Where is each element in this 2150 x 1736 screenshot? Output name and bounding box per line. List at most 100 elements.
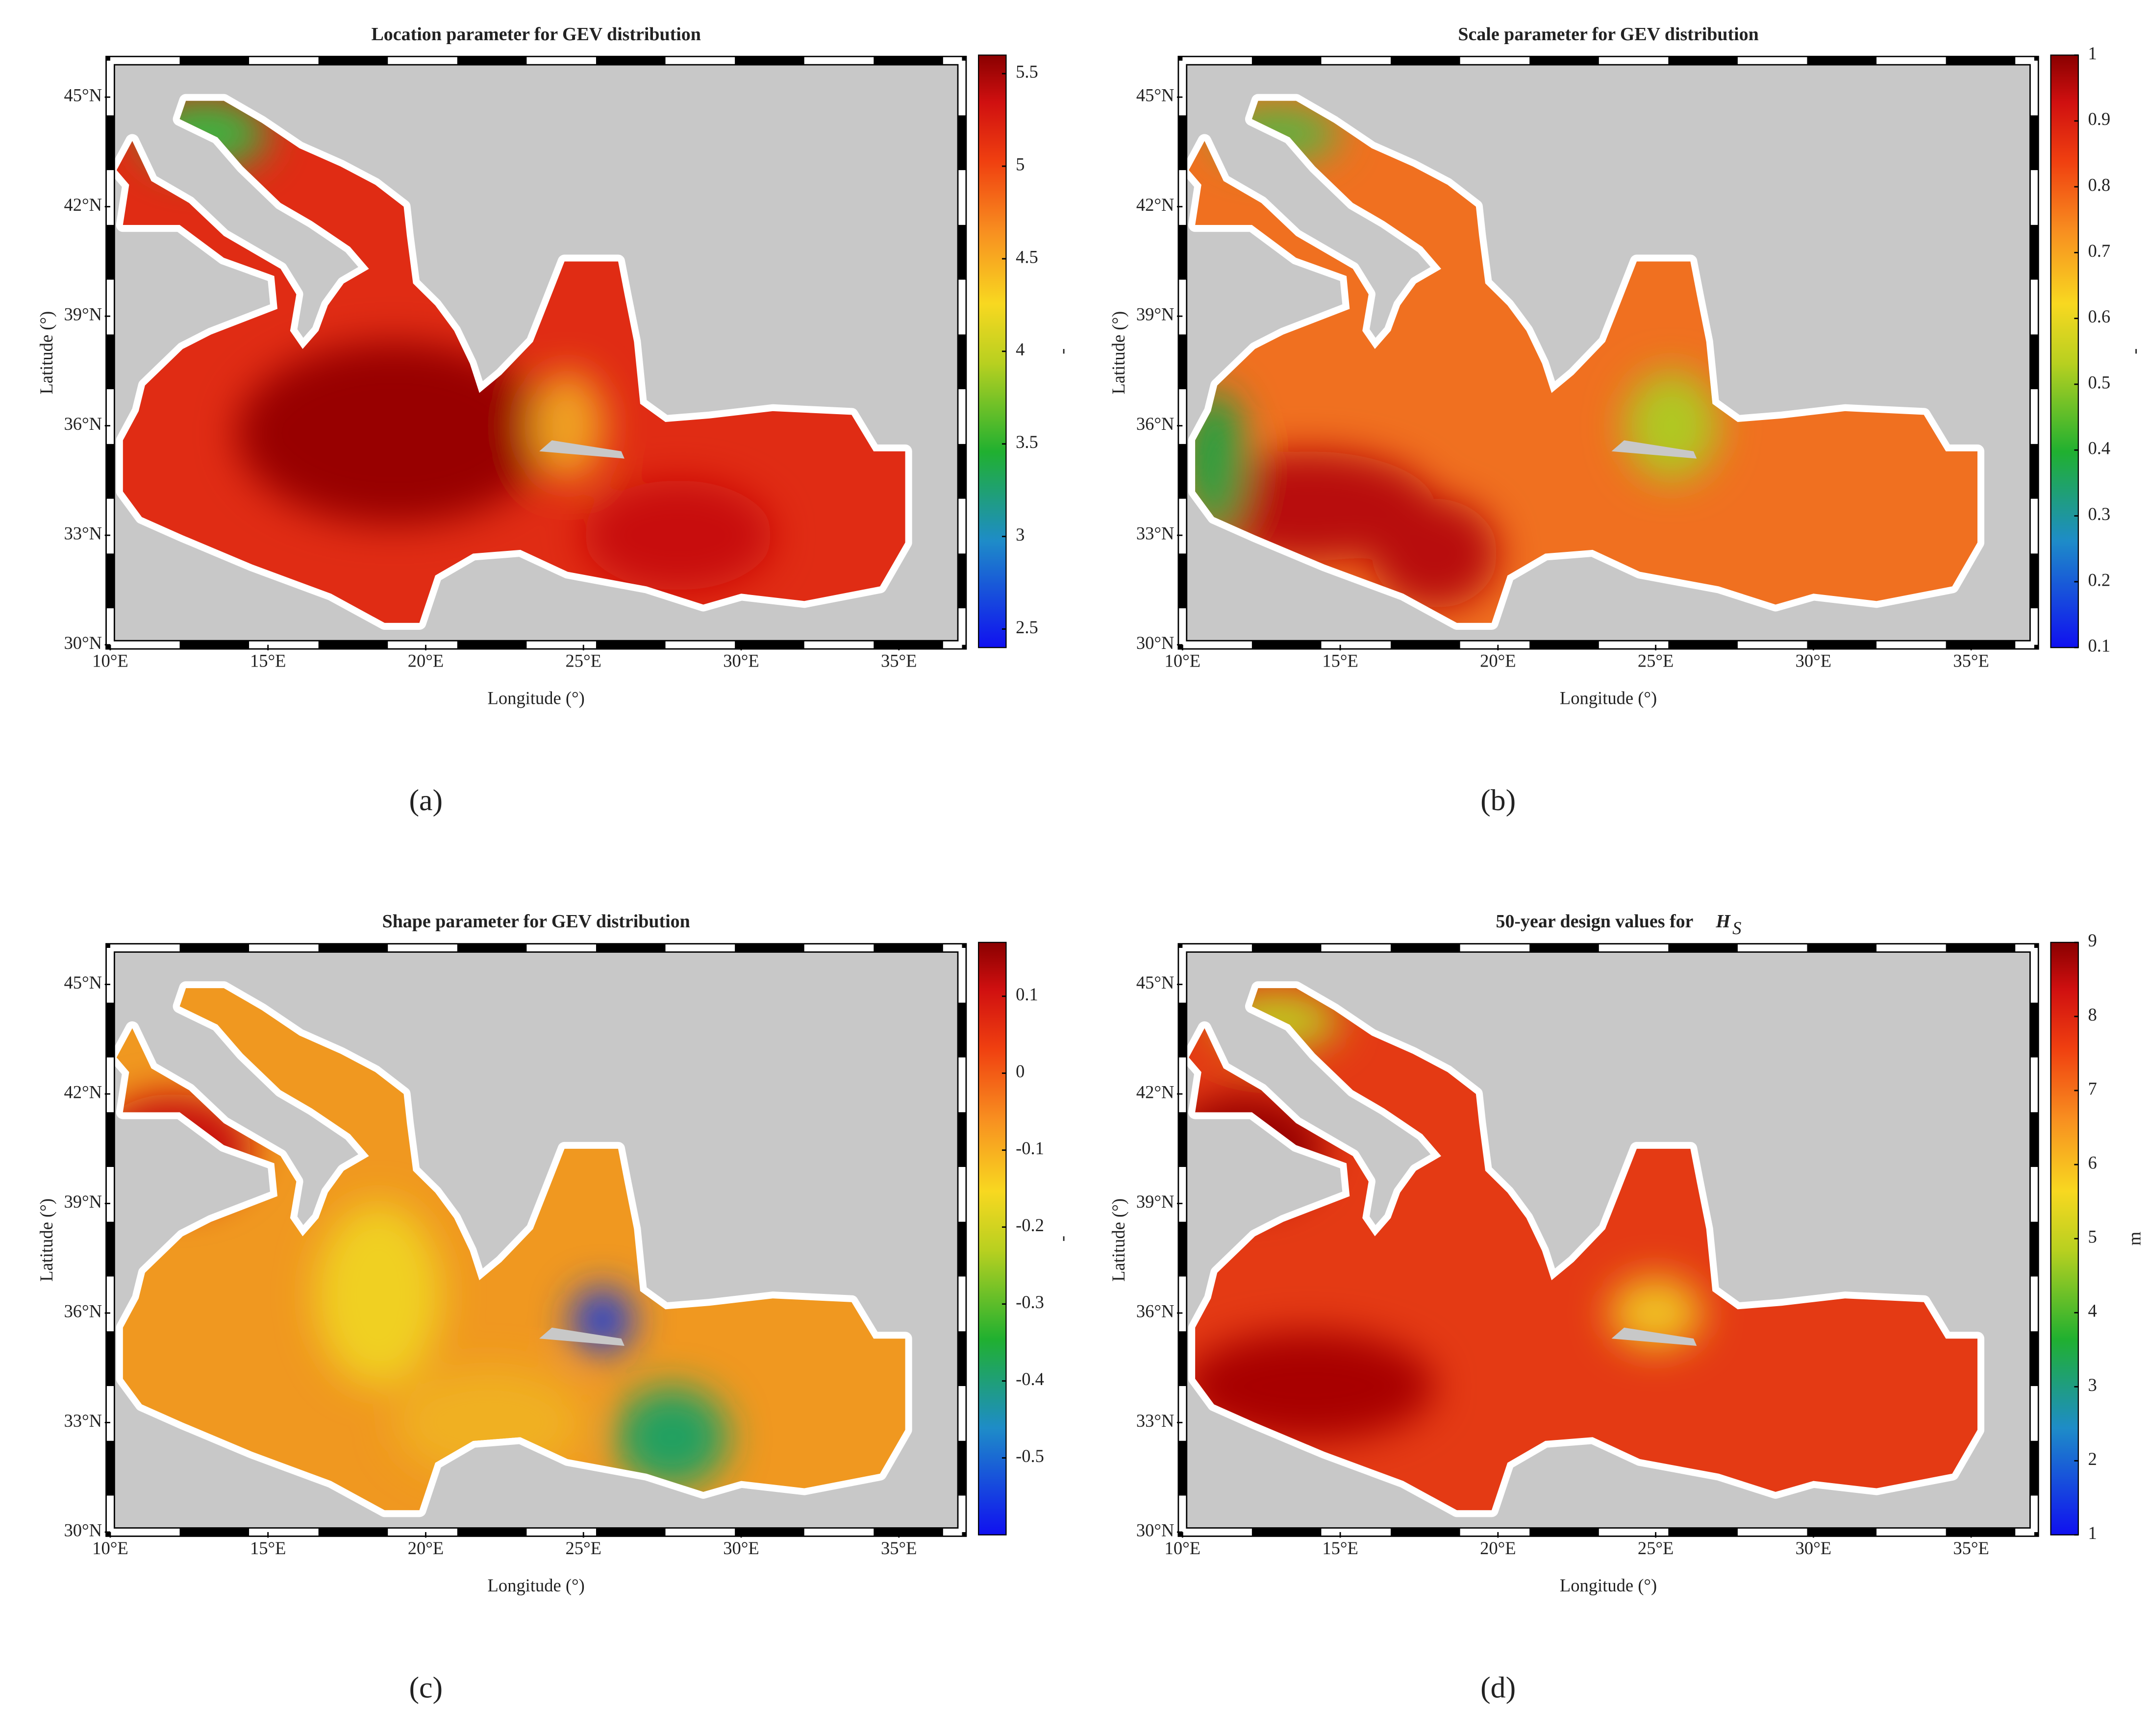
y-tick-label: 36°N bbox=[1136, 414, 1175, 434]
y-tick-label: 39°N bbox=[1136, 304, 1175, 324]
x-tick-label: 20°E bbox=[1480, 651, 1516, 671]
x-axis-label: Longitude (°) bbox=[488, 1575, 585, 1595]
y-tick-label: 33°N bbox=[64, 523, 102, 544]
colorbar-tick-label: 3 bbox=[1016, 524, 1025, 545]
colorbar-tick-label: 1 bbox=[2088, 1523, 2097, 1543]
colorbar-tick-label: -0.1 bbox=[1016, 1138, 1044, 1158]
colorbar-tick-label: 2.5 bbox=[1016, 617, 1038, 637]
y-tick-label: 36°N bbox=[64, 414, 102, 434]
sea-patch bbox=[615, 1386, 729, 1488]
x-tick-label: 10°E bbox=[92, 651, 128, 671]
x-tick-label: 15°E bbox=[250, 1538, 286, 1558]
x-tick-label: 35°E bbox=[1953, 1538, 1989, 1558]
title-symbol: H bbox=[1715, 911, 1731, 932]
map-title: Location parameter for GEV distribution bbox=[371, 24, 700, 45]
colorbar-tick-label: -0.2 bbox=[1016, 1215, 1044, 1235]
sea-patch bbox=[315, 1203, 442, 1386]
y-tick-label: 30°N bbox=[1136, 633, 1175, 653]
x-tick-label: 20°E bbox=[408, 651, 444, 671]
y-axis-label: Latitude (°) bbox=[36, 311, 56, 395]
x-tick-label: 15°E bbox=[250, 651, 286, 671]
x-tick-label: 10°E bbox=[1165, 651, 1200, 671]
colorbar-tick-label: 0.6 bbox=[2088, 306, 2110, 326]
sea-patch bbox=[1624, 371, 1719, 481]
y-tick-label: 42°N bbox=[64, 195, 102, 215]
panel-label: (a) bbox=[409, 784, 443, 817]
colorbar-tick-label: 0.3 bbox=[2088, 504, 2110, 524]
sea-patch bbox=[1372, 498, 1498, 609]
colorbar-tick-label: 0 bbox=[1016, 1061, 1025, 1081]
colorbar-tick-label: 4 bbox=[1016, 339, 1025, 359]
colorbar-tick-label: 8 bbox=[2088, 1004, 2097, 1024]
colorbar-tick-label: 0.2 bbox=[2088, 570, 2110, 590]
x-tick-label: 35°E bbox=[881, 651, 917, 671]
x-tick-label: 35°E bbox=[881, 1538, 917, 1558]
colorbar-tick-label: 1 bbox=[2088, 43, 2097, 63]
colorbar-tick-label: 3 bbox=[2088, 1375, 2097, 1395]
y-tick-label: 36°N bbox=[1136, 1301, 1175, 1321]
y-tick-label: 42°N bbox=[1136, 195, 1175, 215]
x-axis-label: Longitude (°) bbox=[488, 688, 585, 708]
x-axis-label: Longitude (°) bbox=[1560, 688, 1657, 708]
colorbar-tick-label: 0.1 bbox=[1016, 984, 1038, 1004]
panel-label: (b) bbox=[1480, 784, 1516, 817]
crete bbox=[1611, 440, 1697, 459]
crete bbox=[1611, 1327, 1697, 1346]
x-axis-label: Longitude (°) bbox=[1560, 1575, 1657, 1595]
y-tick-label: 30°N bbox=[1136, 1520, 1175, 1540]
crete bbox=[539, 440, 625, 459]
colorbar-tick-label: 4 bbox=[2088, 1301, 2097, 1321]
crete bbox=[539, 1327, 625, 1346]
colorbar-tick-label: 4.5 bbox=[1016, 247, 1038, 267]
y-tick-label: 45°N bbox=[1136, 85, 1175, 105]
sea-patch bbox=[1189, 1331, 1435, 1441]
colorbar-tick-label: 0.9 bbox=[2088, 109, 2110, 129]
map-panel: 10°E 15°E 20°E 25°E 30°E 35°E 30°N 33°N 36°N 39°N… bbox=[1108, 24, 2144, 817]
colorbar-tick-label: 0.4 bbox=[2088, 438, 2110, 458]
y-axis-label: Latitude (°) bbox=[1108, 1198, 1128, 1282]
colorbar-tick-label: 5 bbox=[2088, 1227, 2097, 1247]
y-axis-label: Latitude (°) bbox=[36, 1198, 56, 1282]
colorbar-tick-label: 5.5 bbox=[1016, 62, 1038, 82]
y-axis-label: Latitude (°) bbox=[1108, 311, 1128, 395]
x-tick-label: 30°E bbox=[1796, 1538, 1831, 1558]
x-tick-label: 30°E bbox=[1796, 651, 1831, 671]
colorbar-tick-label: 0.5 bbox=[2088, 372, 2110, 392]
colorbar-tick-label: 0.7 bbox=[2088, 241, 2110, 261]
y-tick-label: 30°N bbox=[64, 1520, 102, 1540]
x-tick-label: 20°E bbox=[408, 1538, 444, 1558]
colorbar-label: - bbox=[1052, 1236, 1072, 1241]
y-tick-label: 36°N bbox=[64, 1301, 102, 1321]
y-tick-label: 39°N bbox=[64, 304, 102, 324]
colorbar-tick-label: -0.4 bbox=[1016, 1369, 1044, 1389]
y-tick-label: 39°N bbox=[64, 1191, 102, 1212]
panel-label: (c) bbox=[409, 1671, 443, 1704]
colorbar-tick-label: 0.8 bbox=[2088, 174, 2110, 195]
y-tick-label: 42°N bbox=[64, 1082, 102, 1102]
colorbar-tick-label: 5 bbox=[1016, 154, 1025, 174]
x-tick-label: 25°E bbox=[565, 1538, 601, 1558]
panel-label: (d) bbox=[1480, 1671, 1516, 1704]
map-title: Scale parameter for GEV distribution bbox=[1458, 24, 1758, 45]
colorbar bbox=[2050, 54, 2079, 648]
x-tick-label: 30°E bbox=[723, 1538, 759, 1558]
colorbar-tick-label: -0.3 bbox=[1016, 1292, 1044, 1312]
x-tick-label: 10°E bbox=[1165, 1538, 1200, 1558]
x-tick-label: 15°E bbox=[1322, 651, 1358, 671]
map-panel: 10°E 15°E 20°E 25°E 30°E 35°E 30°N 33°N 36°N 39°N… bbox=[36, 24, 1072, 817]
colorbar-label: - bbox=[2124, 348, 2144, 354]
map-panel: 10°E 15°E 20°E 25°E 30°E 35°E 30°N 33°N 36°N 39°N… bbox=[36, 911, 1072, 1704]
sea-patch bbox=[583, 480, 773, 590]
x-tick-label: 10°E bbox=[92, 1538, 128, 1558]
x-tick-label: 25°E bbox=[1638, 651, 1674, 671]
colorbar-tick-label: -0.5 bbox=[1016, 1446, 1044, 1466]
map-title: Shape parameter for GEV distribution bbox=[382, 911, 690, 932]
map-panel: 10°E 15°E 20°E 25°E 30°E 35°E 30°N 33°N 36°N 39°N… bbox=[1108, 911, 2144, 1704]
x-tick-label: 35°E bbox=[1953, 651, 1989, 671]
colorbar-tick-label: 6 bbox=[2088, 1152, 2097, 1172]
y-tick-label: 33°N bbox=[1136, 523, 1175, 544]
y-tick-label: 45°N bbox=[64, 972, 102, 992]
map-title: 50-year design values for bbox=[1496, 911, 1693, 932]
